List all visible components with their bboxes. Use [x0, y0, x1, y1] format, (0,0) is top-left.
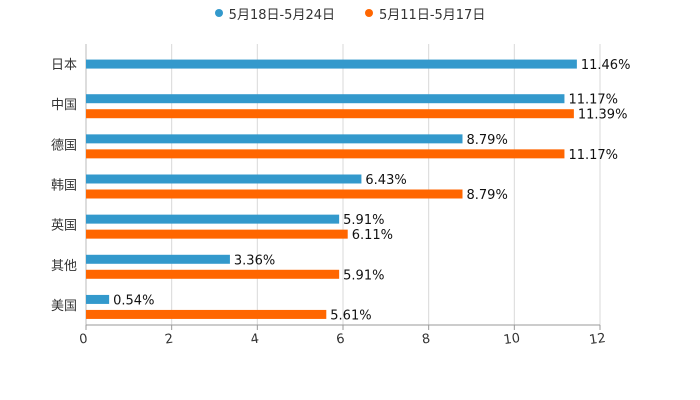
bar-series-2: [86, 309, 327, 319]
data-label: 3.36%: [234, 253, 275, 268]
bar-series-1: [86, 214, 340, 224]
data-label: 11.39%: [578, 108, 628, 123]
legend-label-series-1: 5月18日-5月24日: [228, 7, 335, 23]
bar-series-2: [86, 149, 565, 159]
x-tick-label: 0: [78, 332, 88, 348]
bar-series-1: [86, 59, 577, 69]
data-label: 8.79%: [467, 133, 508, 148]
legend-marker-series-2: [365, 9, 373, 17]
data-label: 5.91%: [343, 213, 384, 228]
legend-marker-series-1: [214, 9, 223, 17]
category-label: 德国: [51, 138, 77, 153]
category-label: 日本: [51, 58, 77, 73]
bar-series-1: [86, 94, 565, 104]
bar-series-1: [86, 174, 362, 184]
bar-series-1: [86, 294, 110, 304]
data-label: 5.61%: [330, 308, 371, 323]
category-label: 中国: [51, 98, 77, 113]
data-label: 5.91%: [343, 268, 384, 283]
bar-series-2: [86, 269, 340, 279]
legend-item-series-1[interactable]: 5月18日-5月24日: [214, 4, 335, 23]
bar-series-1: [86, 134, 463, 144]
legend-label-series-2: 5月11日-5月17日: [379, 7, 486, 23]
data-label: 11.17%: [568, 148, 618, 163]
legend: 5月18日-5月24日 5月11日-5月17日: [0, 3, 700, 23]
legend-item-series-2[interactable]: 5月11日-5月17日: [365, 4, 485, 23]
data-label: 6.11%: [352, 228, 393, 243]
x-tick-label: 4: [250, 332, 260, 348]
data-label: 11.17%: [568, 93, 618, 108]
category-label: 韩国: [51, 179, 77, 194]
x-tick-label: 8: [421, 332, 431, 348]
category-label: 美国: [51, 299, 77, 314]
data-label: 0.54%: [113, 293, 154, 308]
bar-series-2: [86, 189, 463, 199]
x-tick-label: 2: [164, 332, 174, 348]
data-label: 11.46%: [581, 58, 631, 73]
data-label: 6.43%: [365, 173, 406, 188]
category-label: 其他: [51, 259, 77, 274]
bar-series-2: [86, 229, 348, 239]
category-label: 英国: [51, 219, 77, 234]
x-tick-label: 6: [335, 332, 345, 348]
bar-series-1: [86, 254, 230, 264]
data-label: 8.79%: [467, 188, 508, 203]
x-tick-label: 10: [503, 331, 521, 348]
x-tick-label: 12: [588, 331, 606, 348]
bar-series-2: [86, 109, 574, 119]
